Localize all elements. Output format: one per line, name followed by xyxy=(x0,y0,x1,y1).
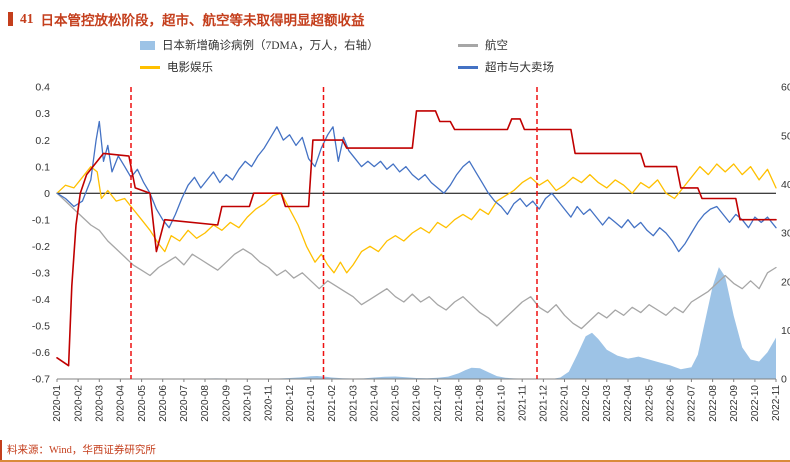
x-tick-label: 2021-02 xyxy=(327,385,338,422)
legend-label-aviation: 航空 xyxy=(485,40,508,52)
x-tick-label: 2022-08 xyxy=(708,385,719,422)
x-tick-label: 2022-05 xyxy=(644,385,655,422)
x-tick-label: 2021-09 xyxy=(475,385,486,422)
x-tick-label: 2022-04 xyxy=(623,385,634,422)
legend-label-new-cases: 日本新增确诊病例（7DMA，万人，右轴） xyxy=(162,40,379,52)
aviation-line xyxy=(56,192,777,330)
figure-title: 日本管控放松阶段，超市、航空等未取得明显超额收益 xyxy=(40,13,365,28)
x-tick-label: 2021-04 xyxy=(369,385,380,422)
figure-number: 41 xyxy=(20,11,34,26)
x-tick-label: 2020-04 xyxy=(116,385,127,422)
legend-item-movies: 电影娱乐 xyxy=(140,59,458,75)
legend-swatch-supermarket xyxy=(458,65,478,69)
chart-area: 2020-01 2020-02 2020-03 2020-04 2020-05 2020-… xyxy=(0,77,790,449)
chart-svg: 2020-01 2020-02 2020-03 2020-04 2020-05 2020-… xyxy=(32,82,790,422)
right-tick-label: 0 xyxy=(781,374,787,386)
title-accent-bar xyxy=(8,12,13,26)
x-tick-label: 2021-07 xyxy=(433,385,444,422)
cases-area xyxy=(57,267,776,379)
x-tick-label: 2020-07 xyxy=(179,385,190,422)
x-tick-label: 2020-12 xyxy=(285,385,296,422)
source-note: 料来源：Wind，华西证券研究所 xyxy=(0,440,790,462)
right-tick-label: 60 xyxy=(781,82,790,94)
x-tick-label: 2021-12 xyxy=(539,385,550,422)
movies-line xyxy=(56,163,777,274)
x-tick-label: 2020-09 xyxy=(221,385,232,422)
left-tick-label: -0.2 xyxy=(32,241,50,253)
left-tick-label: 0 xyxy=(44,188,50,200)
right-tick-label: 20 xyxy=(781,276,790,288)
legend-swatch-aviation xyxy=(458,43,478,47)
x-tick-label: 2020-11 xyxy=(264,385,275,421)
legend-swatch-movies xyxy=(140,65,160,69)
x-tick-label: 2021-05 xyxy=(391,385,402,422)
x-tick-label: 2020-05 xyxy=(137,385,148,422)
supermarket-line xyxy=(56,120,777,253)
x-tick-label: 2021-03 xyxy=(348,385,359,422)
left-tick-label: 0.2 xyxy=(35,135,50,147)
x-tick-label: 2020-01 xyxy=(52,385,63,422)
red-step-line xyxy=(56,110,777,367)
left-tick-label: -0.5 xyxy=(32,321,50,333)
x-tick-label: 2022-10 xyxy=(750,385,761,422)
x-tick-label: 2021-06 xyxy=(412,385,423,422)
source-text: 料来源：Wind，华西证券研究所 xyxy=(0,440,162,460)
x-tick-label: 2021-08 xyxy=(454,385,465,422)
x-tick-label: 2022-07 xyxy=(687,385,698,422)
chart-legend: 日本新增确诊病例（7DMA，万人，右轴） 航空 电影娱乐 超市与大卖场 xyxy=(0,30,790,75)
right-tick-label: 50 xyxy=(781,130,790,142)
left-tick-label: 0.4 xyxy=(35,82,50,94)
x-tick-label: 2022-01 xyxy=(560,385,571,422)
x-tick-label: 2022-09 xyxy=(729,385,740,422)
x-tick-label: 2021-11 xyxy=(517,385,528,421)
x-tick-label: 2020-02 xyxy=(73,385,84,422)
left-tick-label: 0.1 xyxy=(35,161,50,173)
legend-item-new-cases: 日本新增确诊病例（7DMA，万人，右轴） xyxy=(140,37,458,53)
right-tick-label: 40 xyxy=(781,179,790,191)
left-tick-label: -0.1 xyxy=(32,214,50,226)
x-tick-label: 2020-10 xyxy=(243,385,254,422)
left-tick-label: 0.3 xyxy=(35,108,50,120)
legend-label-movies: 电影娱乐 xyxy=(167,62,213,74)
figure-header: 41 日本管控放松阶段，超市、航空等未取得明显超额收益 xyxy=(0,0,790,30)
x-tick-label: 2020-08 xyxy=(200,385,211,422)
x-tick-label: 2021-01 xyxy=(306,385,317,422)
left-tick-label: -0.3 xyxy=(32,267,50,279)
legend-label-supermarket: 超市与大卖场 xyxy=(485,62,554,74)
legend-item-aviation: 航空 xyxy=(458,37,790,53)
right-tick-label: 10 xyxy=(781,325,790,337)
x-tick-label: 2022-11 xyxy=(771,385,782,421)
x-tick-label: 2022-06 xyxy=(666,385,677,422)
x-tick-label: 2022-02 xyxy=(581,385,592,422)
x-tick-label: 2021-10 xyxy=(496,385,507,422)
x-tick-label: 2022-03 xyxy=(602,385,613,422)
left-tick-label: -0.6 xyxy=(32,347,50,359)
right-tick-label: 30 xyxy=(781,228,790,240)
x-tick-label: 2020-03 xyxy=(95,385,106,422)
x-tick-label: 2020-06 xyxy=(158,385,169,422)
left-tick-label: -0.7 xyxy=(32,374,50,386)
legend-item-supermarket: 超市与大卖场 xyxy=(458,59,790,75)
left-tick-label: -0.4 xyxy=(32,294,50,306)
legend-swatch-new-cases xyxy=(140,40,155,50)
